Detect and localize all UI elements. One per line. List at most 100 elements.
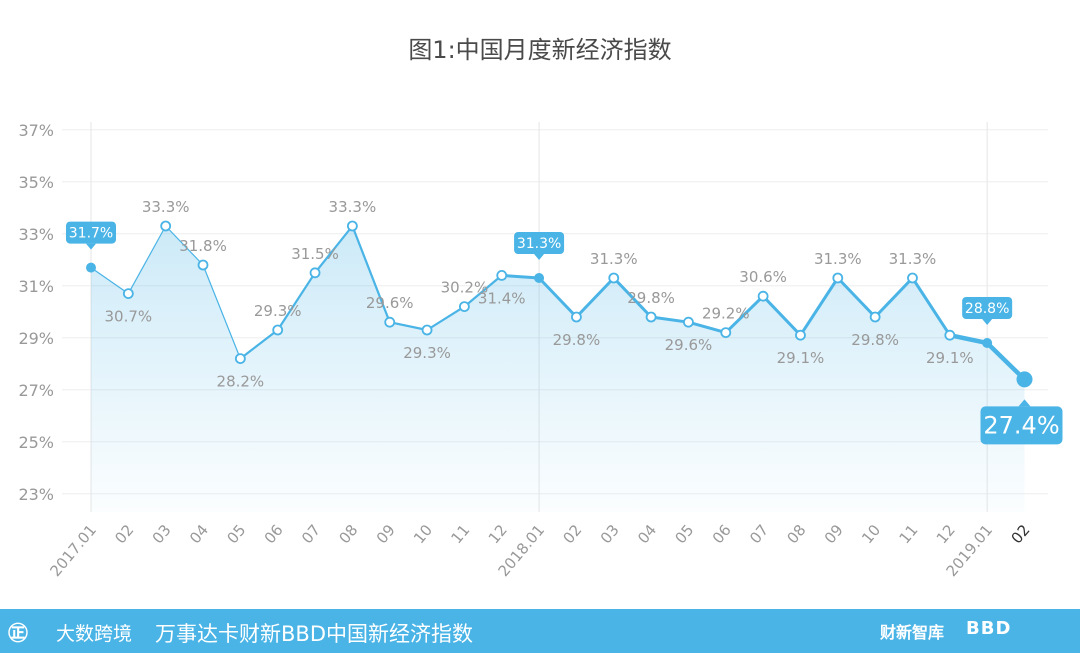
data-point: [757, 290, 769, 302]
data-label: 30.2%: [441, 279, 489, 297]
line-segment: [127, 225, 167, 295]
x-tick-label: 12: [485, 521, 511, 547]
y-tick-label: 33%: [18, 225, 54, 244]
x-tick-label: 11: [447, 521, 473, 547]
callout-pointer: [534, 254, 545, 260]
line-segment: [836, 276, 877, 319]
x-tick-label: 09: [373, 521, 399, 547]
data-point: [272, 324, 284, 336]
callout-box: [514, 232, 565, 254]
line-segment: [90, 267, 129, 295]
data-point: [346, 220, 358, 232]
data-point: [309, 267, 321, 279]
line-segment: [425, 305, 466, 332]
data-point: [86, 262, 96, 273]
line-segment: [202, 264, 241, 360]
footer-caption: 万事达卡财新BBD中国新经济指数: [155, 622, 473, 646]
data-labels: 31.7% 30.7% 33.3% 31.8% 28.2% 29.3% 31.5% 33.3%…: [66, 198, 1063, 445]
line-segment: [313, 224, 354, 274]
x-tick-label: 03: [597, 521, 623, 547]
data-point: [197, 259, 209, 271]
data-point: [496, 269, 508, 281]
line-segment: [649, 315, 690, 324]
line-segment: [463, 274, 503, 308]
data-label: 31.5%: [291, 245, 339, 263]
data-label: 29.1%: [777, 349, 825, 367]
line-segment: [910, 276, 952, 337]
series-line: [90, 224, 1027, 382]
brand-name: 大数跨境: [56, 623, 133, 645]
line-segment: [276, 271, 317, 332]
data-point: [534, 273, 545, 283]
area-shape: [91, 226, 1025, 512]
y-tick-label: 31%: [18, 277, 54, 296]
data-point: [683, 316, 694, 328]
callout-box: [980, 406, 1063, 445]
data-point: [907, 272, 918, 284]
x-tick-label: 02: [1008, 521, 1034, 547]
data-label: 31.3%: [814, 250, 862, 268]
data-label: 29.3%: [403, 344, 451, 362]
data-label: 30.6%: [739, 268, 787, 286]
x-tick-label: 04: [186, 521, 212, 547]
line-segment: [351, 224, 391, 324]
chart-title: 图1:中国月度新经济指数: [408, 36, 672, 64]
data-label: 29.3%: [254, 302, 302, 320]
callout-pointer: [982, 319, 993, 325]
x-tick-label: 07: [298, 521, 324, 547]
data-label: 31.4%: [478, 289, 526, 307]
data-label: 29.2%: [702, 305, 750, 323]
line-chart: 31.7% 30.7% 33.3% 31.8% 28.2% 29.3% 31.5% 33.3%…: [18, 121, 1063, 580]
data-point: [720, 327, 732, 339]
data-point: [795, 329, 806, 341]
data-point: [384, 316, 396, 328]
line-segment: [686, 320, 728, 335]
line-segment: [537, 276, 578, 319]
line-segment: [798, 276, 840, 337]
data-label: 31.7%: [69, 226, 113, 242]
data-point: [832, 272, 844, 284]
data-label: 31.3%: [590, 250, 638, 268]
x-tick-label: 05: [671, 521, 697, 547]
line-segment: [388, 321, 429, 332]
data-label: 30.7%: [105, 308, 153, 326]
footer-bar: ㊣ 大数跨境 万事达卡财新BBD中国新经济指数 财新智库 BBD: [0, 609, 1080, 653]
callout-pointer: [86, 243, 96, 250]
callout-box: [962, 297, 1013, 319]
data-point: [458, 301, 470, 313]
line-segment: [165, 225, 204, 266]
data-label: 29.8%: [851, 331, 899, 349]
data-point: [234, 353, 246, 365]
data-point: [982, 338, 993, 348]
x-tick-label: 07: [746, 521, 772, 547]
line-segment: [500, 273, 541, 280]
x-tick-label: 06: [709, 521, 735, 547]
data-label: 29.8%: [553, 331, 601, 349]
data-label: 29.8%: [627, 289, 675, 307]
data-label: 31.3%: [889, 250, 937, 268]
x-tick-label: 03: [149, 521, 175, 547]
x-tick-label: 10: [858, 521, 884, 547]
data-point: [608, 272, 620, 284]
line-segment: [761, 294, 802, 337]
line-segment: [574, 276, 616, 319]
data-label: 28.8%: [965, 301, 1009, 317]
y-tick-label: 27%: [18, 381, 54, 400]
x-tick-label: 2017.01: [46, 521, 100, 580]
y-tick-label: 29%: [18, 329, 54, 348]
data-point: [571, 311, 582, 323]
line-segment: [947, 332, 990, 346]
y-tick-label: 35%: [18, 173, 54, 192]
y-tick-label: 37%: [18, 121, 54, 140]
data-point: [944, 329, 956, 341]
x-tick-label: 10: [410, 521, 436, 547]
callout-pointer: [1018, 399, 1031, 407]
x-tick-label: 04: [634, 521, 660, 547]
data-point: [1016, 371, 1033, 388]
line-segment: [984, 340, 1027, 382]
data-label: 29.1%: [926, 349, 974, 367]
data-point: [645, 311, 657, 323]
data-label: 33.3%: [142, 198, 190, 216]
x-tick-label: 02: [559, 521, 585, 547]
data-point: [122, 288, 134, 300]
